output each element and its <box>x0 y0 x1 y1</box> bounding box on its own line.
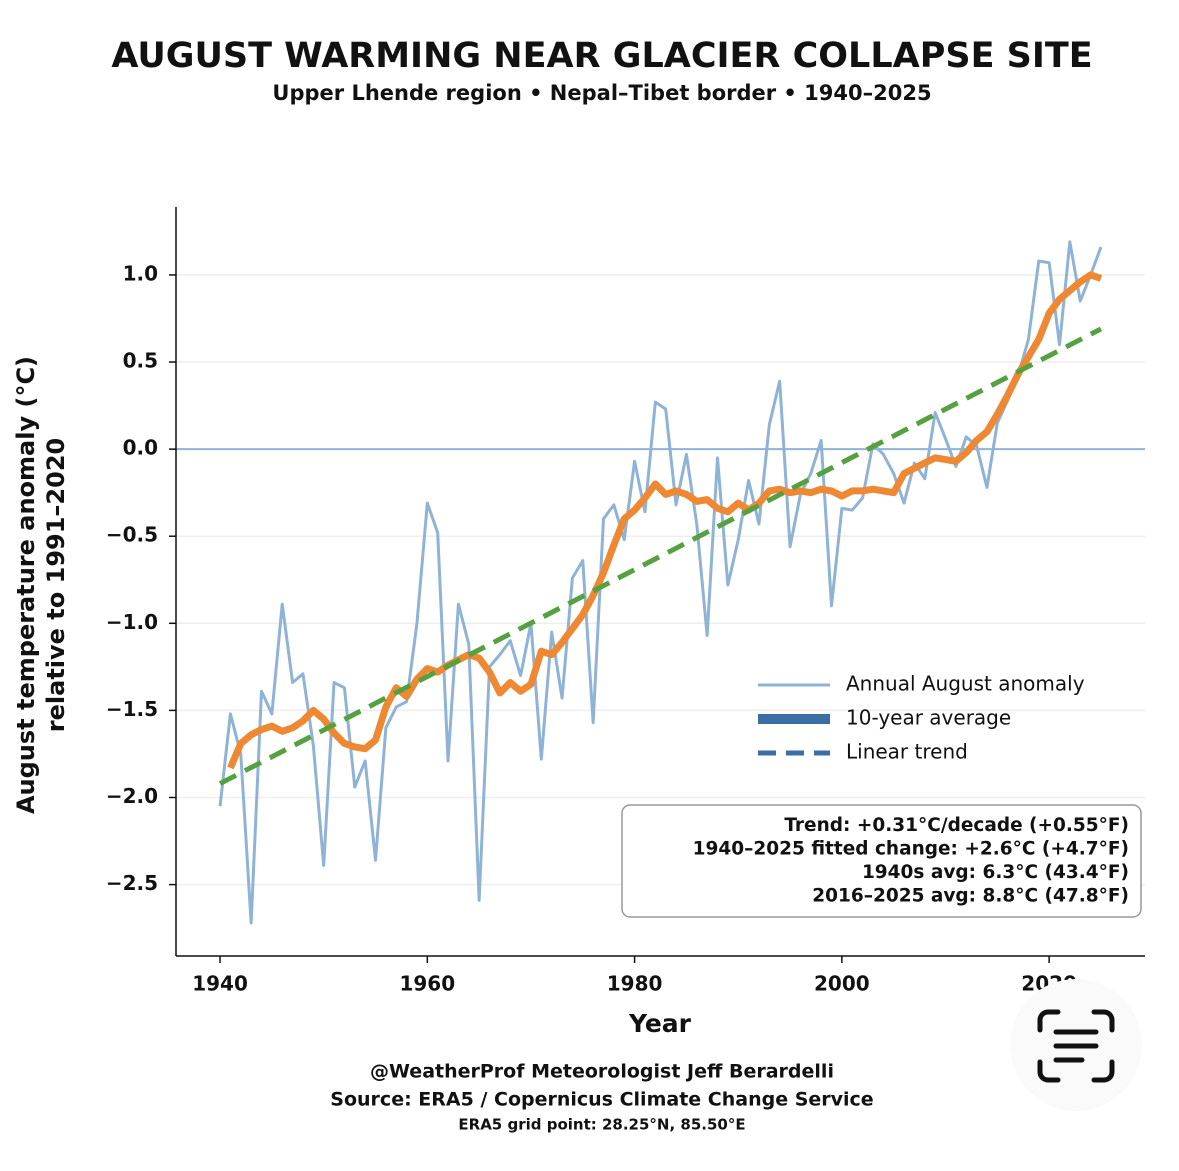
annotation: 2016–2025 avg: 8.8°C (47.8°F) <box>812 886 1129 907</box>
y-tick-label: 1.0 <box>123 261 158 285</box>
y-tick-label: 0.5 <box>123 349 158 373</box>
legend-label: 10-year average <box>846 706 1011 730</box>
y-tick-label: 0.0 <box>123 436 158 460</box>
chart-subtitle: Upper Lhende region • Nepal–Tibet border… <box>272 81 931 105</box>
footer: ERA5 grid point: 28.25°N, 85.50°E <box>458 1116 745 1134</box>
chart-title: AUGUST WARMING NEAR GLACIER COLLAPSE SIT… <box>111 36 1092 76</box>
x-axis-label: Year <box>628 1009 692 1038</box>
y-tick-label: −2.5 <box>106 871 158 895</box>
annotation-frame <box>621 804 1142 918</box>
x-tick-label: 1940 <box>192 972 248 996</box>
footer: Source: ERA5 / Copernicus Climate Change… <box>330 1089 873 1111</box>
x-tick-label: 1960 <box>399 972 455 996</box>
x-tick-label: 2000 <box>814 972 870 996</box>
legend-label: Annual August anomaly <box>846 672 1085 696</box>
footer: @WeatherProf Meteorologist Jeff Berardel… <box>370 1061 834 1083</box>
scan-icon-lines[interactable] <box>1053 1029 1099 1063</box>
data-line <box>218 326 1103 786</box>
legend-label: Linear trend <box>846 740 968 764</box>
legend: Annual August anomaly 10-year average Line… <box>758 672 1085 764</box>
scan-button[interactable] <box>1010 979 1142 1111</box>
y-tick-label: −2.0 <box>106 784 158 808</box>
y-axis-label: relative to 1991–2020 <box>42 438 70 732</box>
annotation: 1940s avg: 6.3°C (43.4°F) <box>862 862 1129 883</box>
y-tick-label: −1.0 <box>106 610 158 634</box>
y-tick-label: −1.5 <box>106 697 158 721</box>
y-tick-label: −0.5 <box>106 523 158 547</box>
annotation: Trend: +0.31°C/decade (+0.55°F) <box>784 815 1129 836</box>
plot-area: −2.5 −2.0 −1.5 −1.0 −0.5 0.0 0.5 1.0 1940 1960 198… <box>106 207 1145 996</box>
x-tick-label: 1980 <box>607 972 663 996</box>
scan-icon[interactable] <box>1037 1009 1115 1083</box>
y-axis-label: August temperature anomaly (°C) <box>12 356 40 814</box>
annotation-box: Trend: +0.31°C/decade (+0.55°F) 1940–2025… <box>621 804 1142 918</box>
data-line <box>227 271 1103 770</box>
annotation: 1940–2025 fitted change: +2.6°C (+4.7°F) <box>693 839 1129 860</box>
